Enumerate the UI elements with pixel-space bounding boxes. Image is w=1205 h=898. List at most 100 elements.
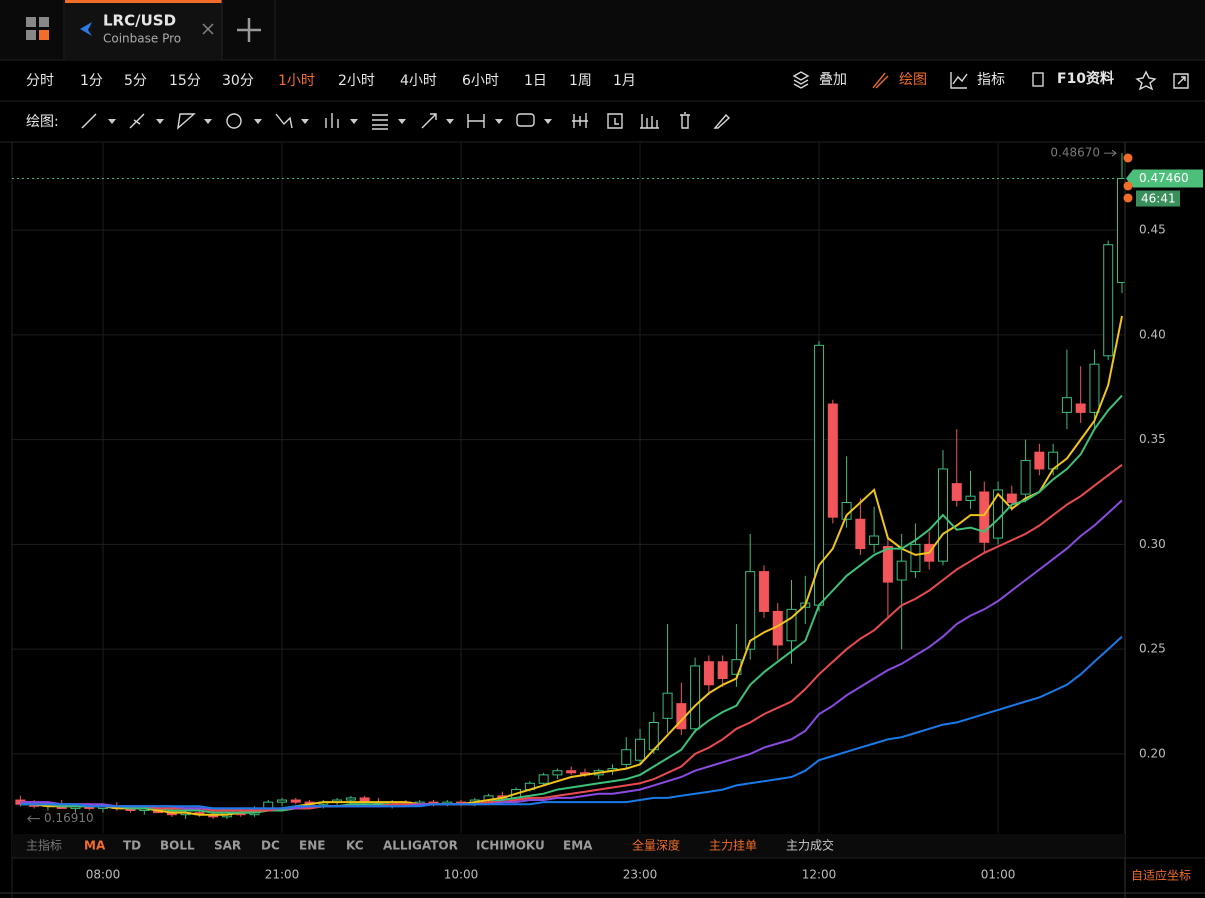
- tool-wave[interactable]: [275, 113, 293, 129]
- time-axis: 08:00 21:00 10:00 23:00 12:00 01:00: [86, 868, 1016, 882]
- x-tick-label: 10:00: [444, 868, 479, 882]
- price-dot: [1123, 153, 1133, 163]
- tool-pattern[interactable]: [325, 113, 339, 128]
- candle-body: [290, 799, 301, 803]
- toolbar-item[interactable]: 叠加: [819, 72, 847, 88]
- tab[interactable]: [65, 0, 222, 60]
- toolbar-item[interactable]: F10资料: [1057, 70, 1114, 87]
- icon-cell: [39, 30, 49, 40]
- indicator-item[interactable]: BOLL: [160, 839, 195, 853]
- x-tick-label: 08:00: [86, 868, 121, 882]
- indicator-item[interactable]: 全量深度: [632, 838, 680, 853]
- tool-channel[interactable]: [129, 113, 145, 129]
- coin-icon: [80, 22, 92, 36]
- toolbar-item[interactable]: 绘图: [899, 72, 927, 88]
- interval-item[interactable]: 4小时: [400, 73, 437, 89]
- interval-item[interactable]: 5分: [124, 73, 147, 89]
- indicator-item[interactable]: ICHIMOKU: [476, 839, 545, 853]
- indicator-item[interactable]: KC: [346, 839, 364, 853]
- candle-body: [965, 495, 976, 501]
- favorite-icon[interactable]: [1135, 70, 1157, 91]
- axis-mode[interactable]: 自适应坐标: [1131, 868, 1191, 883]
- candle-body: [910, 543, 921, 573]
- x-tick-label: 23:00: [623, 868, 658, 882]
- interval-item[interactable]: 30分: [222, 73, 254, 89]
- draw-label: 绘图:: [26, 114, 59, 130]
- indicator-icon: [950, 72, 968, 89]
- y-tick-label: 0.30: [1139, 537, 1166, 551]
- tab-indicator: [65, 0, 222, 3]
- tool-pen[interactable]: [713, 113, 731, 129]
- interval-item[interactable]: 1日: [524, 73, 547, 89]
- indicator-bar: [12, 834, 1125, 858]
- candle-body: [690, 665, 701, 730]
- low-label: 0.16910: [44, 811, 94, 825]
- indicator-item[interactable]: DC: [261, 839, 280, 853]
- y-tick-label: 0.20: [1139, 746, 1166, 760]
- icon-cell: [39, 17, 49, 27]
- add-tab[interactable]: [237, 18, 261, 42]
- countdown-label: 46:41: [1141, 192, 1176, 206]
- tool-range[interactable]: [467, 114, 485, 128]
- tool-histogram[interactable]: [640, 114, 659, 129]
- candle-body: [1103, 244, 1114, 357]
- candle-body: [621, 749, 632, 765]
- interval-item[interactable]: 2小时: [338, 73, 375, 89]
- indicator-item[interactable]: ENE: [299, 839, 325, 853]
- last-price-tag: [1126, 169, 1203, 188]
- tool-bars[interactable]: [572, 113, 588, 128]
- ma-line: [20, 499, 1123, 810]
- candle-body: [869, 535, 880, 545]
- indicator-item[interactable]: 主力挂单: [709, 839, 757, 853]
- candle-body: [552, 770, 563, 776]
- candle-body: [951, 483, 962, 501]
- candle-body: [1075, 403, 1086, 413]
- interval-item[interactable]: 6小时: [462, 73, 499, 89]
- indicator-item[interactable]: SAR: [214, 839, 241, 853]
- candle-body: [1034, 451, 1045, 470]
- interval-bar: 分时 1分 5分 15分 30分 1小时 2小时 4小时 6小时 1日 1周 1月: [26, 73, 636, 89]
- f10-icon: [1032, 72, 1044, 87]
- indicator-item[interactable]: 主指标: [26, 838, 62, 853]
- draw-icon: [872, 72, 889, 89]
- interval-item[interactable]: 分时: [26, 73, 54, 89]
- tool-delete[interactable]: [680, 112, 690, 129]
- indicator-item[interactable]: EMA: [563, 839, 593, 853]
- interval-item[interactable]: 1月: [613, 73, 636, 89]
- tool-circle[interactable]: [226, 113, 242, 129]
- price-dot: [1123, 193, 1133, 203]
- tool-pie[interactable]: [607, 113, 623, 129]
- x-tick-label: 01:00: [981, 868, 1016, 882]
- indicator-item[interactable]: TD: [123, 839, 141, 853]
- interval-item[interactable]: 1周: [569, 73, 592, 89]
- icon-cell: [26, 17, 36, 27]
- tool-note[interactable]: [516, 113, 535, 127]
- indicator-item[interactable]: MA: [84, 839, 106, 853]
- tool-line[interactable]: [81, 113, 97, 129]
- indicator-item[interactable]: 主力成交: [786, 838, 834, 853]
- countdown-tag: [1136, 190, 1180, 207]
- toolbar-item[interactable]: 指标: [977, 72, 1005, 88]
- candle-body: [277, 799, 288, 803]
- candle-body: [979, 491, 990, 543]
- candle-body: [786, 608, 797, 642]
- fullscreen-icon[interactable]: [1173, 73, 1189, 89]
- candle-body: [882, 545, 893, 583]
- interval-item[interactable]: 15分: [169, 73, 201, 89]
- tool-arrow[interactable]: [421, 113, 437, 129]
- candle-body: [827, 403, 838, 518]
- plot: [15, 153, 1125, 819]
- apps-icon[interactable]: [26, 17, 49, 40]
- tool-fib[interactable]: [372, 114, 388, 130]
- interval-item[interactable]: 1小时: [278, 73, 315, 89]
- indicator-item[interactable]: ALLIGATOR: [383, 839, 458, 853]
- candle-body: [745, 571, 756, 650]
- interval-item[interactable]: 1分: [80, 73, 103, 89]
- ma-line: [20, 635, 1123, 810]
- close-icon[interactable]: [202, 23, 214, 35]
- tab-exchange: Coinbase Pro: [103, 32, 181, 46]
- ma-line: [20, 394, 1123, 814]
- tool-triangle[interactable]: [177, 113, 196, 130]
